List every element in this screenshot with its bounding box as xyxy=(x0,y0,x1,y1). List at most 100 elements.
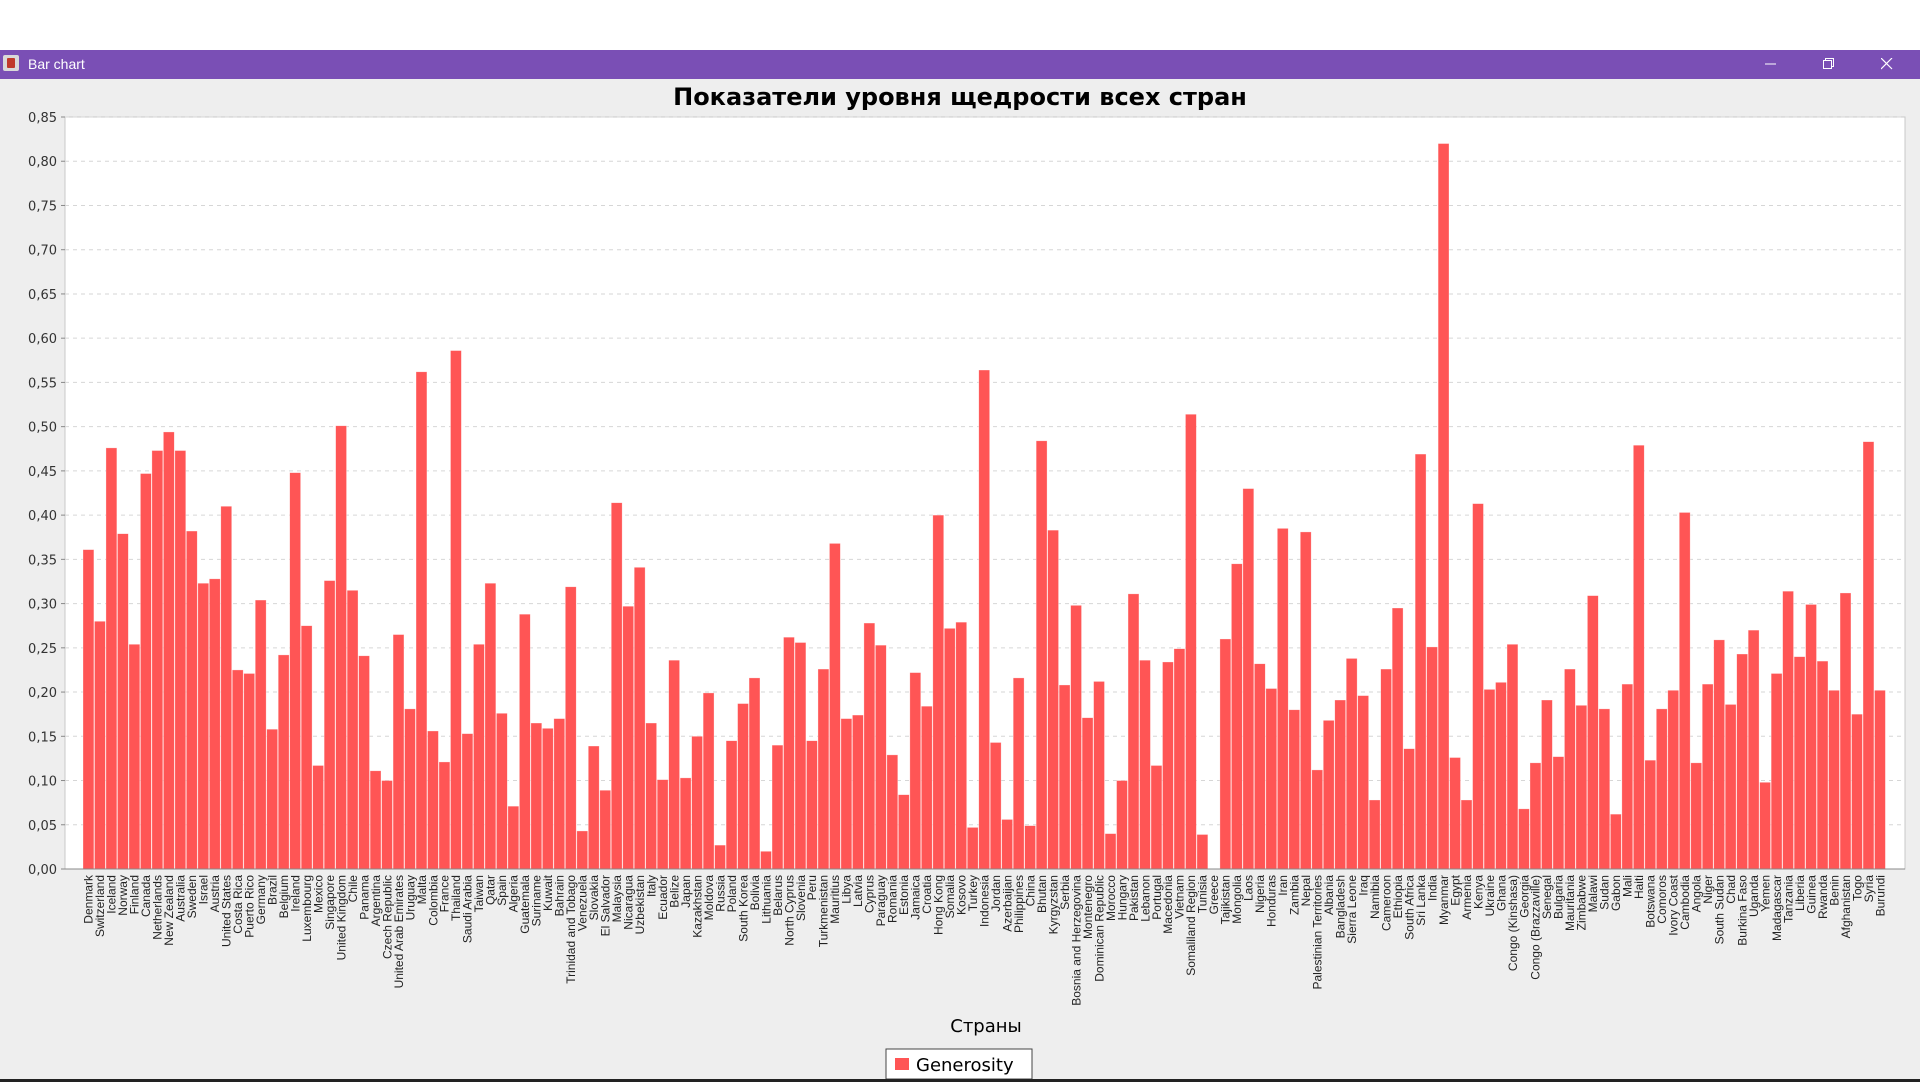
x-tick-label: Malaysia xyxy=(610,875,624,923)
bar xyxy=(1529,762,1542,870)
x-tick-label: Turkey xyxy=(966,875,980,911)
bar xyxy=(1587,595,1599,870)
bar xyxy=(1621,683,1634,870)
x-tick-label: Israel xyxy=(197,875,211,904)
bar xyxy=(1104,833,1117,870)
bar xyxy=(875,644,887,870)
x-tick-label: Zambia xyxy=(1288,875,1302,915)
bar xyxy=(128,643,141,870)
x-tick-label: Bhutan xyxy=(1035,875,1049,913)
x-tick-label: Guatemala xyxy=(518,875,532,934)
x-tick-label: Burkina Faso xyxy=(1735,875,1749,946)
x-tick-label: Croatia xyxy=(920,875,934,914)
bar xyxy=(1816,660,1829,870)
desktop-strip xyxy=(0,0,1920,50)
bar xyxy=(1173,648,1186,870)
x-tick-label: Taiwan xyxy=(472,875,486,912)
bar xyxy=(576,830,588,870)
x-tick-label: Pakistan xyxy=(1127,875,1141,921)
bar xyxy=(519,613,531,870)
x-tick-label: Bolivia xyxy=(748,875,762,911)
bar xyxy=(565,586,577,870)
x-tick-label: Denmark xyxy=(82,874,96,924)
bar xyxy=(1564,668,1576,870)
x-tick-label: Georgia xyxy=(1517,875,1531,918)
x-tick-label: Lebanon xyxy=(1138,875,1152,922)
y-tick-label: 0,45 xyxy=(28,465,57,480)
x-tick-label: Netherlands xyxy=(151,875,165,940)
bar xyxy=(163,431,175,870)
window-bottom-edge xyxy=(0,1079,1920,1082)
bar xyxy=(1414,453,1427,870)
bar xyxy=(1782,590,1794,870)
bar xyxy=(1357,695,1369,870)
bar xyxy=(1162,661,1174,870)
bar xyxy=(174,450,187,870)
y-tick-label: 0,55 xyxy=(28,376,57,391)
x-tick-label: Tanzania xyxy=(1781,875,1795,923)
x-tick-label: Suriname xyxy=(530,875,544,927)
x-tick-label: Laos xyxy=(1242,875,1256,901)
bar xyxy=(691,735,703,870)
x-tick-label: Palestinian Territories xyxy=(1311,875,1325,990)
x-tick-label: Ghana xyxy=(1494,875,1508,911)
x-tick-label: Gabon xyxy=(1609,875,1623,911)
x-tick-label: United States xyxy=(220,875,234,947)
x-tick-label: Slovenia xyxy=(794,875,808,921)
bar xyxy=(1265,688,1278,870)
y-tick-label: 0,10 xyxy=(28,775,57,790)
x-tick-label: Germany xyxy=(254,875,268,924)
x-tick-label: Australia xyxy=(174,875,188,922)
bar xyxy=(507,805,520,870)
bar xyxy=(1793,656,1806,870)
y-tick-label: 0,70 xyxy=(28,244,57,259)
bar xyxy=(725,740,738,870)
title-bar[interactable]: Bar chart xyxy=(0,50,1920,79)
bar xyxy=(886,754,899,870)
bar xyxy=(760,851,772,870)
x-tick-label: Brazil xyxy=(265,875,279,905)
restore-icon xyxy=(1823,58,1834,69)
bar xyxy=(1081,717,1094,870)
x-tick-label: Bosnia and Herzegovina xyxy=(1069,875,1083,1006)
x-tick-label: China xyxy=(1023,875,1037,907)
x-tick-label: Turkmenistan xyxy=(817,875,831,947)
x-tick-label: United Kingdom xyxy=(334,875,348,960)
bar xyxy=(1322,720,1335,870)
bar xyxy=(679,777,692,870)
x-tick-label: Uzbekistan xyxy=(633,875,647,934)
x-tick-label: Ecuador xyxy=(656,875,670,920)
bar xyxy=(1747,629,1760,870)
bar xyxy=(312,765,324,870)
bar xyxy=(1828,689,1840,870)
bar xyxy=(1541,699,1553,870)
bar xyxy=(1426,646,1438,870)
bar xyxy=(1656,708,1668,870)
x-tick-label: Chile xyxy=(346,875,360,903)
bar xyxy=(427,730,439,870)
x-tick-label: Comoros xyxy=(1655,875,1669,924)
x-tick-label: Iraq xyxy=(1356,875,1370,896)
bar xyxy=(1116,780,1128,870)
x-tick-label: Liberia xyxy=(1793,875,1807,911)
x-tick-label: Switzerland xyxy=(93,875,107,937)
bar xyxy=(381,780,393,870)
window-title: Bar chart xyxy=(28,56,85,72)
x-tick-label: Togo xyxy=(1850,875,1864,901)
bar xyxy=(254,599,267,870)
bar xyxy=(1127,593,1140,870)
bar xyxy=(1667,689,1679,870)
minimize-button[interactable] xyxy=(1748,50,1794,79)
x-tick-label: Japan xyxy=(679,875,693,908)
close-button[interactable] xyxy=(1864,50,1910,79)
bar xyxy=(1506,643,1519,870)
restore-button[interactable] xyxy=(1806,50,1852,79)
x-tick-label: Kazakhstan xyxy=(690,875,704,938)
bar xyxy=(829,543,841,870)
bar xyxy=(737,703,749,870)
x-tick-label: Jordan xyxy=(989,875,1003,912)
x-tick-label: Jamaica xyxy=(909,875,923,920)
bar xyxy=(530,722,543,870)
bar xyxy=(369,770,382,870)
x-tick-label: South Korea xyxy=(736,875,750,942)
